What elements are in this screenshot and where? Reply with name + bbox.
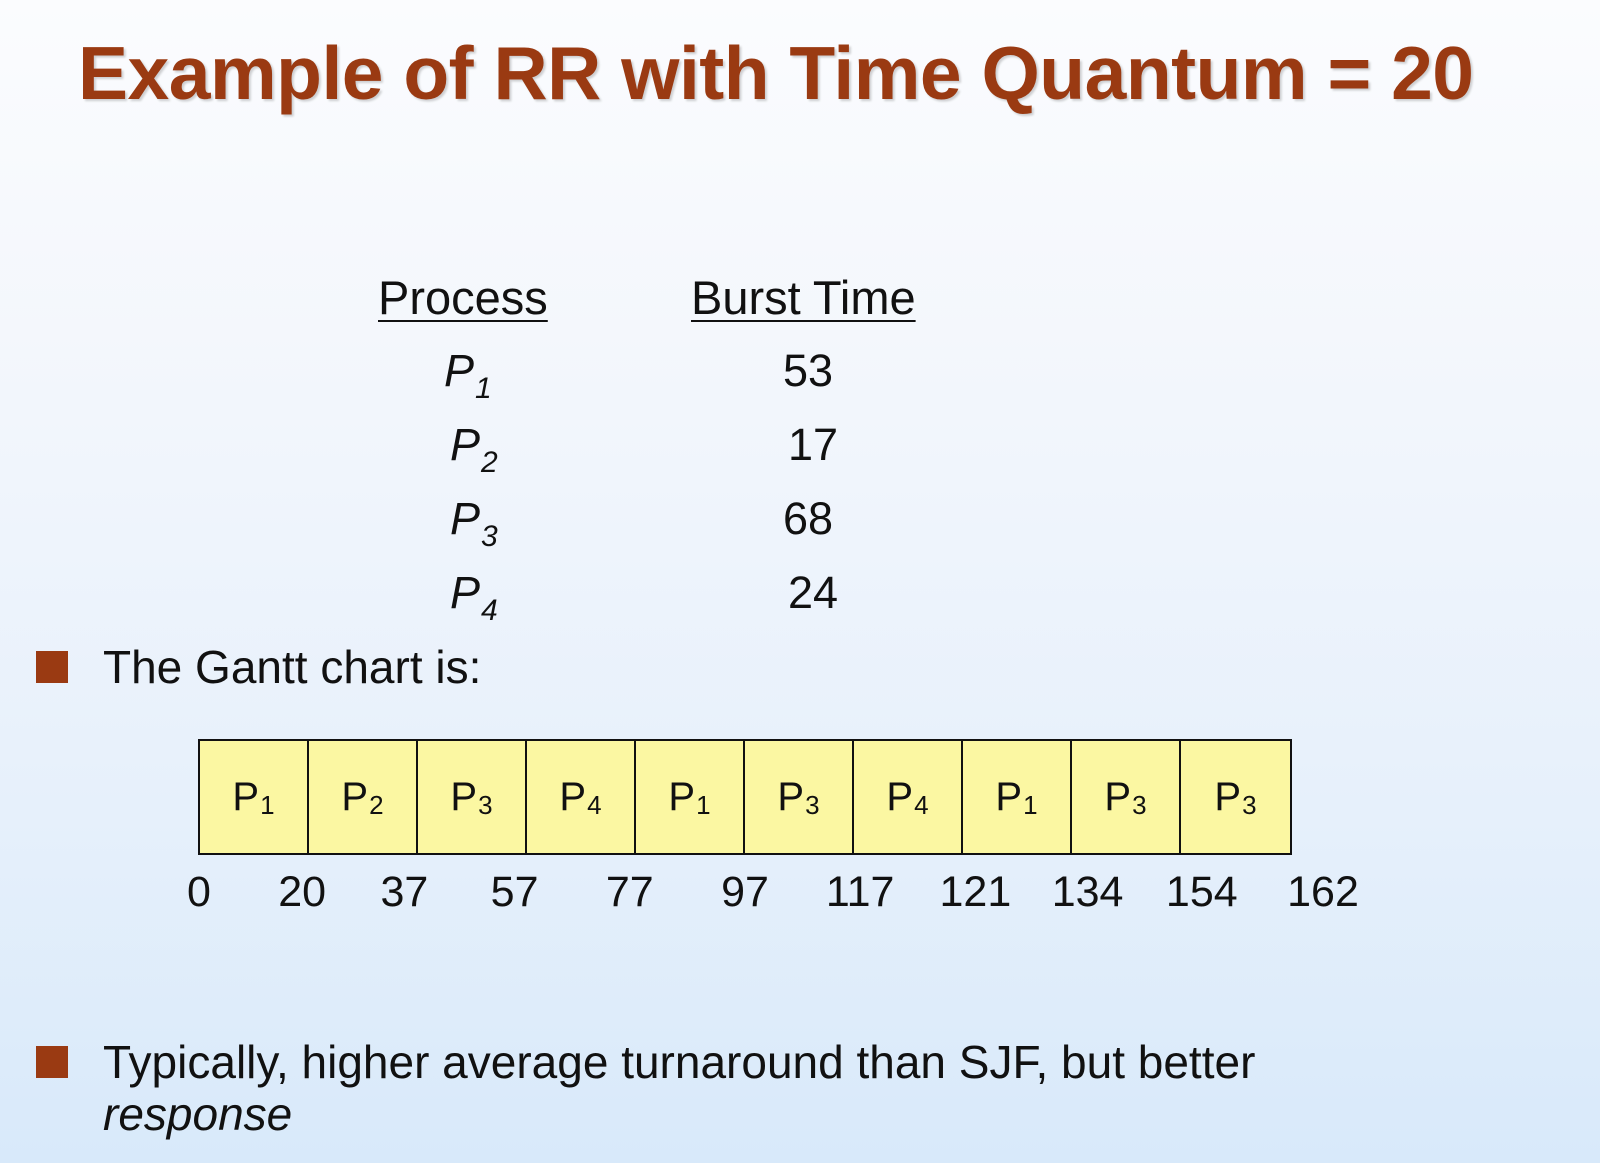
gantt-segment-subscript: 1 <box>1023 789 1038 820</box>
burst-value: 53 <box>783 345 834 396</box>
gantt-segment-subscript: 3 <box>805 789 820 820</box>
gantt-segment-subscript: 4 <box>914 789 929 820</box>
gantt-tick-label: 121 <box>939 868 1012 916</box>
gantt-segment-subscript: 3 <box>1132 789 1147 820</box>
gantt-segment-label: P <box>559 774 587 819</box>
gantt-tick-label: 97 <box>721 868 769 916</box>
gantt-segment-label: P <box>1104 774 1132 819</box>
gantt-intro-text: The Gantt chart is: <box>103 641 482 693</box>
burst-value: 68 <box>783 493 834 544</box>
summary-italic-text: response <box>103 1088 293 1140</box>
gantt-segment-label: P <box>886 774 914 819</box>
slide-title: Example of RR with Time Quantum = 20 <box>78 31 1474 115</box>
burst-value: 24 <box>788 567 839 618</box>
process-name: P1 <box>444 345 492 405</box>
gantt-tick-label: 117 <box>825 868 895 916</box>
process-column-header: Process <box>378 271 548 324</box>
burst-time-column-header: Burst Time <box>691 271 916 324</box>
gantt-segment-label: P <box>668 774 696 819</box>
gantt-tick-label: 0 <box>187 868 211 916</box>
gantt-segment-subscript: 1 <box>260 789 275 820</box>
gantt-tick-label: 20 <box>278 868 327 916</box>
process-name: P4 <box>450 567 498 627</box>
gantt-segment-subscript: 1 <box>696 789 711 820</box>
gantt-tick-label: 134 <box>1051 868 1124 916</box>
bullet-marker <box>36 1046 68 1078</box>
gantt-tick-label: 154 <box>1165 868 1238 916</box>
gantt-tick-label: 57 <box>490 868 539 916</box>
summary-text: Typically, higher average turnaround tha… <box>103 1036 1256 1088</box>
process-name: P2 <box>450 419 498 479</box>
gantt-segment-subscript: 4 <box>587 789 602 820</box>
process-name: P3 <box>450 493 498 553</box>
gantt-segment-label: P <box>450 774 478 819</box>
gantt-segment-label: P <box>1214 774 1242 819</box>
gantt-tick-label: 77 <box>605 868 654 916</box>
bullet-marker <box>36 651 68 683</box>
gantt-segment-label: P <box>341 774 369 819</box>
gantt-segment-label: P <box>995 774 1023 819</box>
burst-value: 17 <box>788 419 839 470</box>
gantt-segment-subscript: 3 <box>1242 789 1257 820</box>
gantt-segment-label: P <box>777 774 805 819</box>
gantt-segment-label: P <box>232 774 260 819</box>
gantt-segment-subscript: 2 <box>369 789 384 820</box>
gantt-tick-label: 37 <box>380 868 429 916</box>
gantt-tick-label: 162 <box>1287 868 1359 916</box>
gantt-segment-subscript: 3 <box>478 789 493 820</box>
